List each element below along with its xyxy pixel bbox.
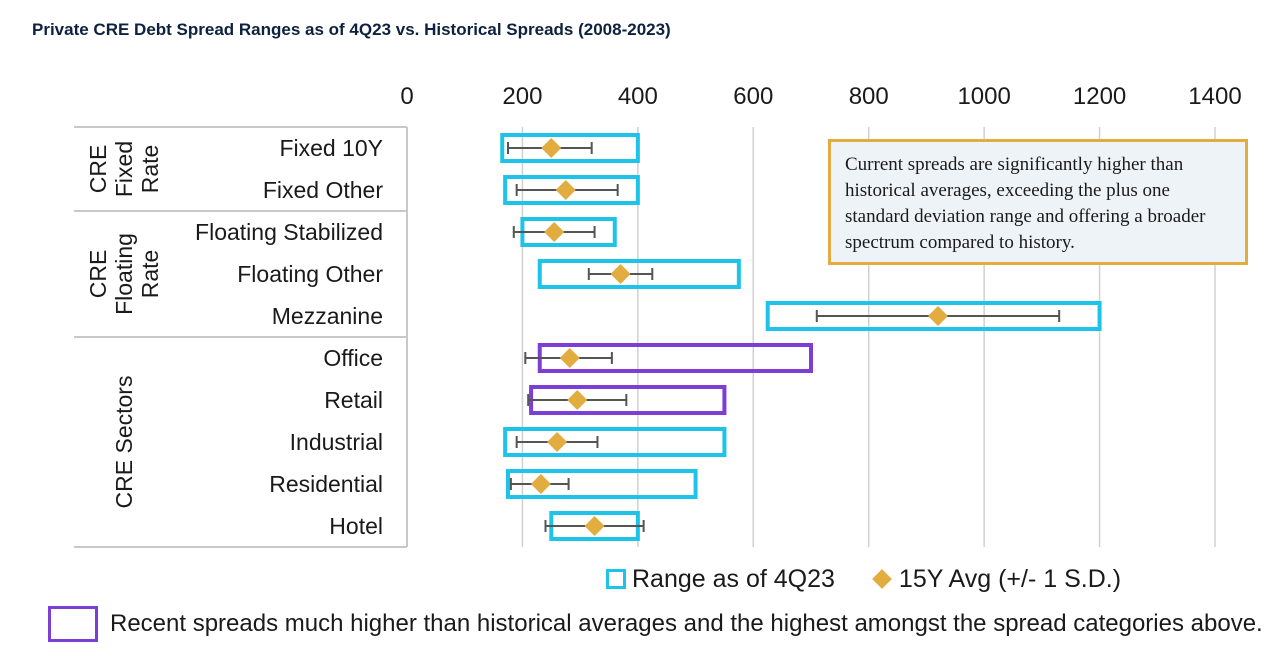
x-tick-label: 0	[400, 83, 413, 110]
group-label-line: CRE	[85, 145, 111, 194]
chart-title: Private CRE Debt Spread Ranges as of 4Q2…	[32, 20, 671, 39]
group-label-line: CRE Sectors	[111, 376, 137, 509]
category-label: Retail	[324, 387, 383, 413]
avg-marker	[610, 264, 631, 284]
group-label-line: CRE	[85, 250, 111, 299]
category-label: Floating Stabilized	[195, 219, 383, 245]
category-label: Floating Other	[237, 261, 383, 287]
x-axis: 0 200 400 600 800 1000 1200 1400	[400, 83, 1241, 110]
legend: Range as of 4Q23 15Y Avg (+/- 1 S.D.)	[606, 562, 1121, 596]
group-label: CREFloatingRate	[85, 233, 163, 315]
note-swatch	[48, 606, 98, 642]
x-tick-label: 1200	[1073, 83, 1126, 110]
category-label: Mezzanine	[272, 303, 383, 329]
avg-marker	[544, 222, 565, 242]
avg-marker	[555, 180, 576, 200]
avg-marker	[547, 432, 568, 452]
category-label: Industrial	[290, 429, 383, 455]
x-tick-label: 400	[618, 83, 658, 110]
x-tick-label: 600	[733, 83, 773, 110]
avg-marker	[559, 348, 580, 368]
range-box	[506, 469, 698, 499]
group-label-line: Rate	[137, 250, 163, 299]
category-label: Fixed Other	[263, 177, 383, 203]
range-box	[503, 427, 727, 457]
range-box	[503, 175, 640, 205]
legend-avg-label: 15Y Avg (+/- 1 S.D.)	[898, 564, 1122, 593]
x-tick-label: 200	[502, 83, 542, 110]
x-tick-label: 1400	[1188, 83, 1241, 110]
avg-marker	[530, 474, 551, 494]
note-text: Recent spreads much higher than historic…	[110, 610, 1263, 637]
group-label-line: Rate	[137, 145, 163, 194]
category-labels: Fixed 10Y Fixed Other Floating Stabilized F…	[195, 135, 383, 539]
legend-avg-swatch	[872, 569, 892, 589]
gridlines	[521, 127, 1216, 547]
avg-marker	[584, 516, 605, 536]
highlight-note: Recent spreads much higher than historic…	[48, 606, 1263, 642]
category-label: Office	[323, 345, 383, 371]
group-label: CREFixedRate	[85, 141, 163, 197]
range-box	[765, 301, 1102, 331]
avg-marker	[541, 138, 562, 158]
annotation-box: Current spreads are significantly higher…	[828, 139, 1248, 265]
group-label: CRE Sectors	[111, 376, 137, 509]
legend-range-label: Range as of 4Q23	[632, 564, 835, 593]
x-tick-label: 1000	[957, 83, 1010, 110]
group-label-line: Fixed	[111, 141, 137, 197]
range-box	[537, 259, 741, 289]
group-label-line: Floating	[111, 233, 137, 315]
category-label: Fixed 10Y	[279, 135, 383, 161]
chart-marks	[500, 133, 1102, 541]
range-box	[500, 133, 640, 163]
category-label: Residential	[269, 471, 383, 497]
category-frame	[74, 126, 408, 548]
legend-range-swatch	[606, 569, 626, 589]
avg-marker	[567, 390, 588, 410]
x-tick-label: 800	[849, 83, 889, 110]
category-label: Hotel	[329, 513, 383, 539]
avg-marker	[927, 306, 948, 326]
